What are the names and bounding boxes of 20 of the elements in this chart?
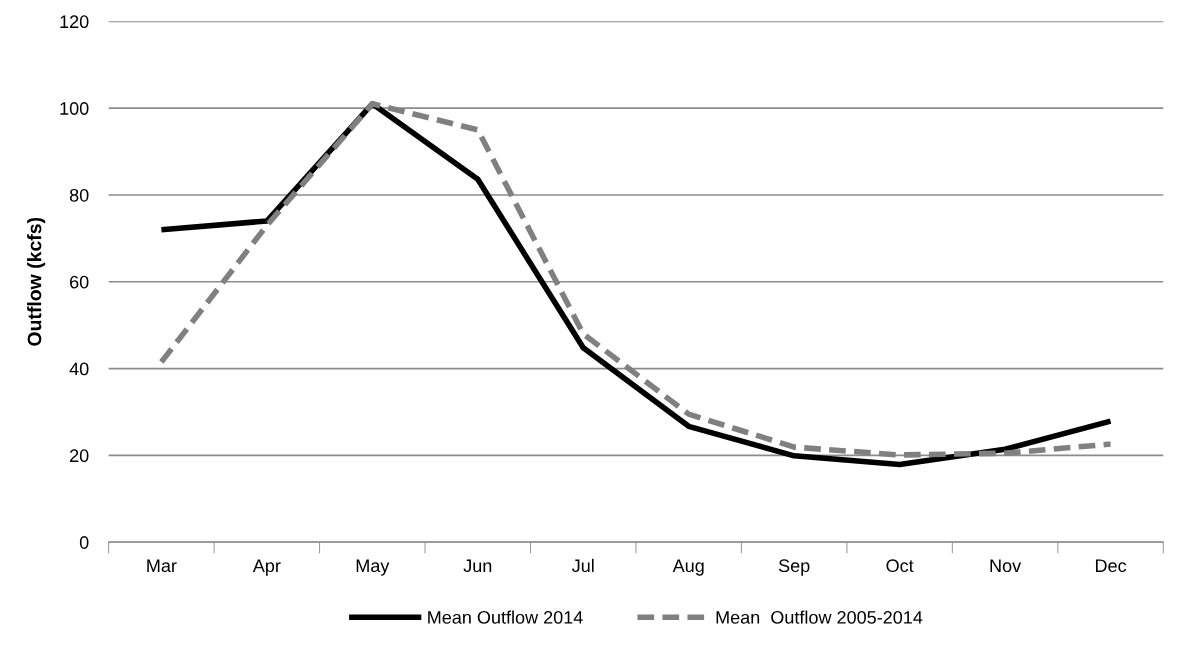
x-tick-label: Apr <box>252 559 281 576</box>
y-axis-title: Outflow (kcfs) <box>27 217 46 346</box>
x-tick-label: Sep <box>778 559 810 576</box>
y-tick-label: 120 <box>60 15 89 29</box>
legend-label: Mean Outflow 2005-2014 <box>716 610 923 624</box>
x-tick-label: Jul <box>571 558 594 573</box>
y-tick-label: 80 <box>69 188 89 202</box>
y-tick-label: 20 <box>70 449 89 463</box>
x-tick-label: Mar <box>147 559 177 573</box>
x-tick-label: Aug <box>672 559 704 576</box>
x-tick-label: Jun <box>463 559 492 573</box>
x-tick-label: May <box>356 559 390 576</box>
y-tick-label: 0 <box>79 536 89 549</box>
legend-label: Mean Outflow 2014 <box>428 610 583 624</box>
y-tick-label: 100 <box>60 102 89 115</box>
x-tick-label: Dec <box>1095 559 1127 573</box>
y-tick-label: 40 <box>69 362 89 376</box>
y-tick-label: 60 <box>70 275 89 289</box>
x-tick-label: Oct <box>886 559 914 573</box>
x-tick-label: Nov <box>990 559 1022 573</box>
